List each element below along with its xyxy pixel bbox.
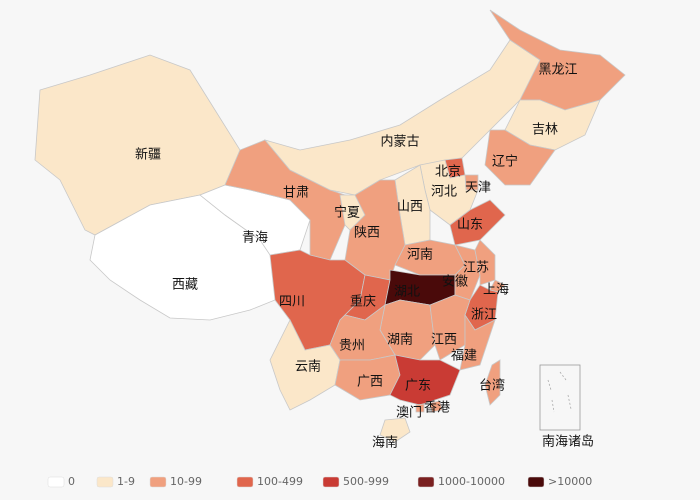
province-label: 江西 [431,333,457,348]
province-label: 内蒙古 [380,134,419,150]
province-label: 广西 [357,375,383,390]
province-label: 上海 [483,283,509,298]
province[interactable] [415,403,425,413]
province[interactable] [389,354,461,406]
legend-label: 0 [68,475,75,488]
province-label: 辽宁 [492,154,518,170]
province-label: 澳门 [396,405,422,421]
province-label: 新疆 [135,147,161,163]
province[interactable] [429,400,443,413]
province-label: 湖北 [394,285,420,300]
province-label: 吉林 [532,123,558,138]
legend-swatch[interactable] [236,476,254,488]
province-label: 云南 [295,359,321,375]
legend-label: 500-999 [343,475,389,488]
legend-label: >10000 [548,475,592,488]
province-label: 山西 [397,200,423,215]
legend-label: 100-499 [257,475,303,488]
province[interactable] [379,417,411,443]
province-label: 台湾 [479,378,505,394]
province[interactable] [269,319,341,411]
province-label: 贵州 [339,339,365,354]
province-label: 湖南 [387,332,413,348]
legend-label: 1000-10000 [438,475,505,488]
province-label: 黑龙江 [538,63,577,78]
inset-frame [539,364,581,431]
province-label: 青海 [242,231,268,246]
province-label: 江苏 [463,260,489,276]
province-label: 河北 [431,185,457,200]
province-label: 四川 [279,295,305,310]
legend-swatch[interactable] [417,476,435,488]
province-label: 重庆 [350,294,376,310]
legend-swatch[interactable] [527,476,545,488]
inset-islands [547,371,572,413]
province-label: 浙江 [471,308,497,323]
province-label: 广东 [405,379,431,394]
province-label: 天津 [465,181,491,196]
province-label: 福建 [451,349,477,364]
legend: 0 1-9 10-99 100-499 500-999 1000-10000 >10000 [47,475,592,488]
province-label: 陕西 [354,226,380,241]
province-label: 山东 [457,218,483,233]
legend-swatch[interactable] [47,476,65,488]
legend-label: 10-99 [170,475,202,488]
province-label: 安徽 [442,275,468,290]
inset-label: 南海诸岛 [542,434,594,450]
provinces [34,9,626,443]
province[interactable] [484,359,501,406]
legend-swatch[interactable] [322,476,340,488]
province-label: 河南 [407,247,433,263]
province[interactable] [484,129,556,186]
legend-label: 1-9 [117,475,135,488]
province-label: 海南 [372,435,398,451]
legend-swatch[interactable] [96,476,114,488]
province-label: 宁夏 [334,205,360,221]
province-label: 香港 [424,401,450,416]
legend-swatch[interactable] [149,476,167,488]
province-label: 甘肃 [283,186,309,201]
province-label: 西藏 [172,278,198,293]
province-label: 北京 [435,165,461,180]
